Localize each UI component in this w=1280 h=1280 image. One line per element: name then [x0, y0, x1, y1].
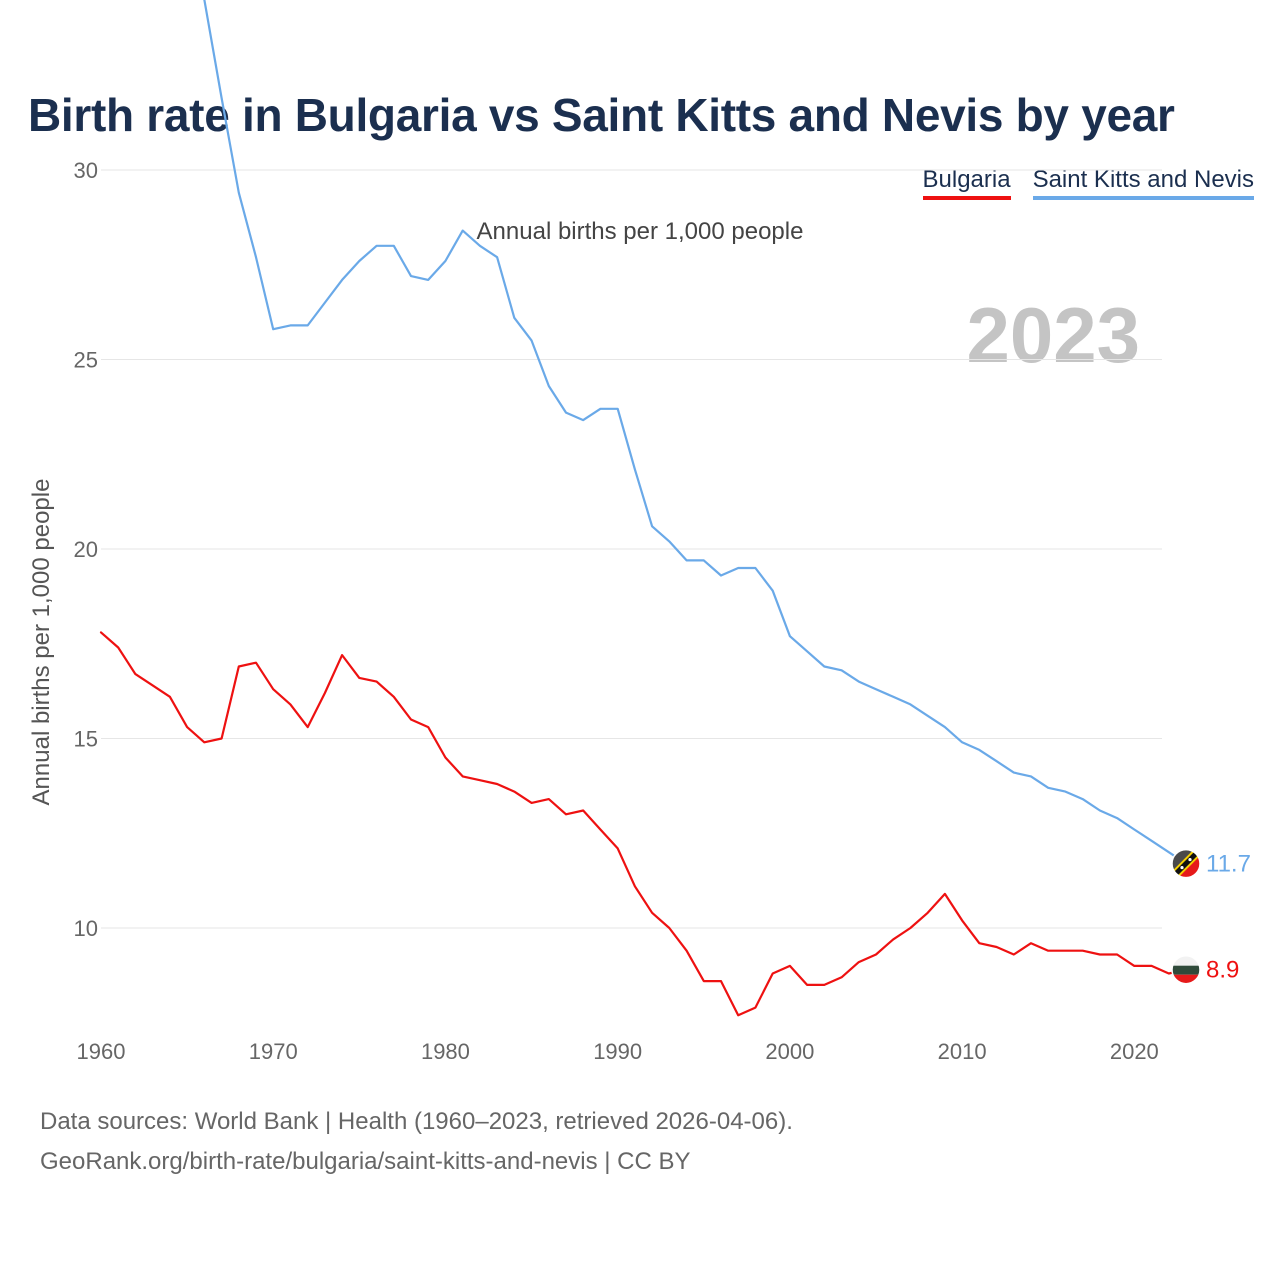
- y-tick-15: 15: [74, 727, 98, 752]
- flag-marker-bulgaria: [1171, 954, 1201, 985]
- flag-marker-saint-kitts-and-nevis: [1171, 848, 1201, 879]
- series-lines: [99, 0, 1188, 1017]
- x-tick-2020: 2020: [1110, 1039, 1159, 1064]
- chart-title: Birth rate in Bulgaria vs Saint Kitts an…: [28, 89, 1175, 141]
- x-tick-2000: 2000: [765, 1039, 814, 1064]
- chart-subtitle: Annual births per 1,000 people: [476, 218, 804, 245]
- end-value-saint-kitts-and-nevis: 11.7: [1206, 851, 1251, 878]
- x-tick-1980: 1980: [421, 1039, 470, 1064]
- x-tick-2010: 2010: [938, 1039, 987, 1064]
- series-line-bulgaria[interactable]: [99, 631, 1188, 1017]
- y-tick-30: 30: [74, 158, 98, 183]
- series-line-saint-kitts-and-nevis[interactable]: [101, 0, 1188, 865]
- axis-ticks: 1015202530354019601970198019902000201020…: [74, 158, 1159, 1064]
- y-tick-10: 10: [74, 916, 98, 941]
- y-tick-20: 20: [74, 537, 98, 562]
- end-value-bulgaria: 8.9: [1206, 957, 1239, 984]
- footer-sources: Data sources: World Bank | Health (1960–…: [40, 1108, 793, 1135]
- footer-credit[interactable]: GeoRank.org/birth-rate/bulgaria/saint-ki…: [40, 1148, 691, 1175]
- current-year-watermark: 2023: [966, 291, 1140, 379]
- x-tick-1960: 1960: [77, 1039, 126, 1064]
- x-tick-1970: 1970: [249, 1039, 298, 1064]
- end-markers: 8.9 11.7: [1171, 848, 1251, 985]
- gridlines: [101, 169, 1162, 929]
- x-tick-1990: 1990: [593, 1039, 642, 1064]
- y-tick-25: 25: [74, 348, 98, 373]
